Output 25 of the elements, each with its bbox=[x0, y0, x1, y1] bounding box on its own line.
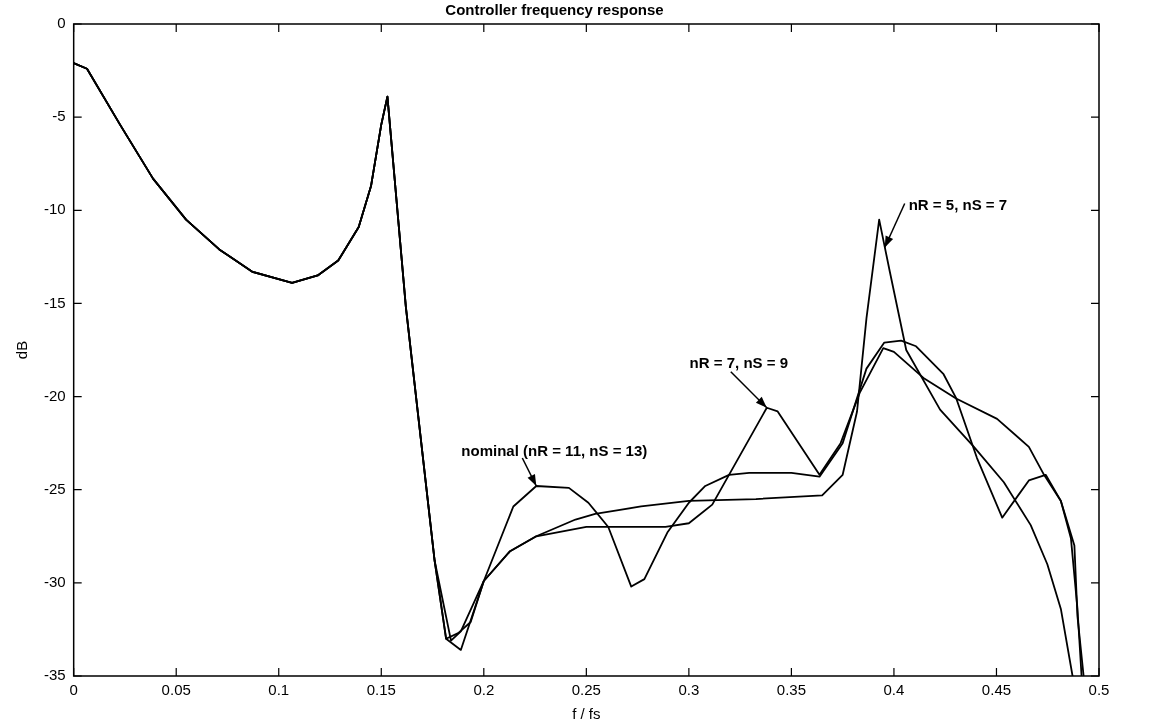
y-axis-title: dB bbox=[13, 340, 31, 360]
y-tick-label: -25 bbox=[43, 479, 66, 497]
x-tick-label: 0.05 bbox=[161, 681, 191, 699]
x-tick-label: 0.3 bbox=[678, 681, 700, 699]
annotation: nR = 5, nS = 7 bbox=[908, 195, 1008, 213]
annotation: nominal (nR = 11, nS = 13) bbox=[461, 442, 648, 460]
x-tick-label: 0.45 bbox=[981, 681, 1012, 699]
y-tick-label: -30 bbox=[43, 573, 66, 590]
x-tick-label: 0.1 bbox=[268, 681, 290, 699]
x-tick-label: 0.5 bbox=[1088, 681, 1110, 699]
y-tick-label: -15 bbox=[43, 293, 66, 311]
y-tick-label: -35 bbox=[43, 666, 66, 684]
x-tick-label: 0.25 bbox=[571, 681, 601, 699]
x-axis-title: f / fs bbox=[572, 705, 601, 723]
y-tick-label: -5 bbox=[52, 107, 66, 125]
x-tick-label: 0.4 bbox=[883, 681, 905, 699]
x-tick-label: 0 bbox=[69, 681, 78, 699]
x-tick-label: 0.2 bbox=[473, 681, 495, 699]
annotation: nR = 7, nS = 9 bbox=[689, 353, 788, 371]
y-tick-label: -20 bbox=[43, 386, 66, 404]
y-tick-label: 0 bbox=[57, 14, 66, 32]
y-tick-label: -10 bbox=[43, 200, 66, 218]
chart-title: Controller frequency response bbox=[445, 1, 664, 19]
x-tick-label: 0.35 bbox=[776, 681, 807, 699]
x-tick-label: 0.15 bbox=[366, 681, 396, 699]
